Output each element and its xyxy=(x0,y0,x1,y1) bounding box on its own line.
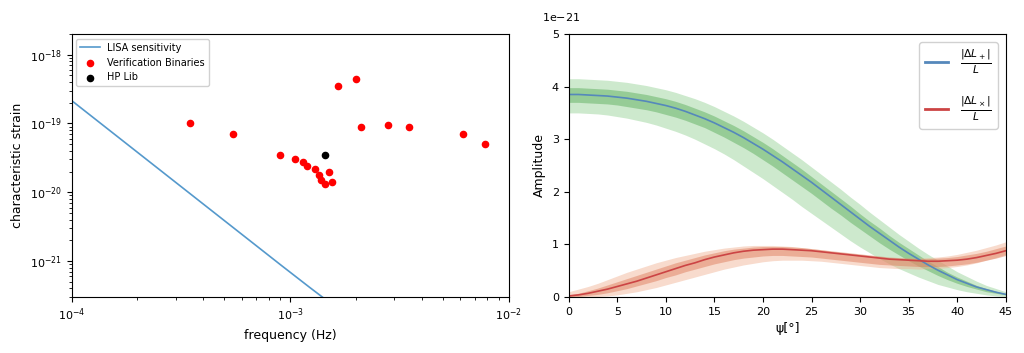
Verification Binaries xyxy=(400,124,417,130)
Y-axis label: characteristic strain: characteristic strain xyxy=(11,103,25,228)
LISA sensitivity xyxy=(66,98,78,103)
Text: $1\mathrm{e}{-21}$: $1\mathrm{e}{-21}$ xyxy=(543,11,581,23)
Verification Binaries xyxy=(477,141,494,147)
Verification Binaries xyxy=(299,163,315,169)
Verification Binaries xyxy=(287,157,303,162)
Verification Binaries xyxy=(348,76,365,82)
Verification Binaries xyxy=(380,122,396,128)
LISA sensitivity xyxy=(273,262,286,266)
X-axis label: frequency (Hz): frequency (Hz) xyxy=(244,329,337,342)
Legend: LISA sensitivity, Verification Binaries, HP Lib: LISA sensitivity, Verification Binaries,… xyxy=(77,39,209,86)
HP Lib xyxy=(317,152,334,158)
LISA sensitivity xyxy=(326,302,338,306)
Verification Binaries xyxy=(330,83,346,89)
Verification Binaries xyxy=(225,131,242,137)
X-axis label: ψ[°]: ψ[°] xyxy=(775,322,800,335)
Verification Binaries xyxy=(321,169,337,174)
Verification Binaries xyxy=(324,179,340,185)
Y-axis label: Amplitude: Amplitude xyxy=(534,133,546,197)
Legend: $\frac{|\Delta L_+|}{L}$, $\frac{|\Delta L_\times|}{L}$: $\frac{|\Delta L_+|}{L}$, $\frac{|\Delta… xyxy=(919,42,998,129)
LISA sensitivity xyxy=(275,264,288,268)
Verification Binaries xyxy=(307,166,324,172)
Verification Binaries xyxy=(352,124,369,130)
Verification Binaries xyxy=(310,172,327,178)
Verification Binaries xyxy=(455,131,471,137)
Verification Binaries xyxy=(295,159,311,164)
LISA sensitivity xyxy=(302,284,314,288)
Verification Binaries xyxy=(317,181,334,187)
Verification Binaries xyxy=(182,121,199,126)
Line: LISA sensitivity: LISA sensitivity xyxy=(72,101,509,353)
Verification Binaries xyxy=(272,152,289,158)
Verification Binaries xyxy=(312,177,329,183)
